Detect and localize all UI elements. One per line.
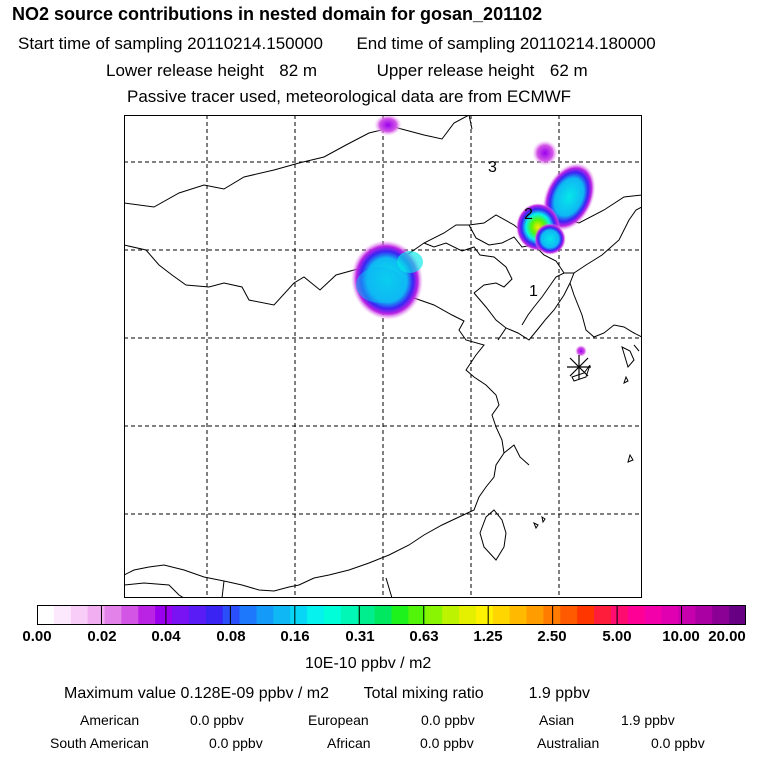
sampling-time-line: Start time of sampling 20110214.150000 E… bbox=[18, 34, 656, 54]
upper-height-label: Upper release height bbox=[376, 61, 535, 80]
color-tick: 5.00 bbox=[602, 628, 632, 645]
color-cell bbox=[172, 605, 190, 625]
color-cell bbox=[678, 605, 696, 625]
concentration-plumes bbox=[350, 115, 596, 357]
color-cell bbox=[121, 605, 139, 625]
region-value: 0.0 ppbv bbox=[190, 712, 244, 728]
region-value: 0.0 ppbv bbox=[209, 735, 263, 751]
color-cell bbox=[374, 605, 393, 625]
lower-height-value: 82 m bbox=[279, 61, 318, 80]
color-scale-bar bbox=[37, 605, 746, 625]
color-cell bbox=[644, 605, 663, 625]
region-name: European bbox=[308, 712, 369, 728]
color-cell bbox=[155, 605, 173, 625]
color-cell bbox=[222, 605, 241, 625]
color-tick: 0.04 bbox=[151, 628, 181, 645]
color-cell bbox=[357, 605, 376, 625]
region-value: 0.0 ppbv bbox=[420, 735, 474, 751]
max-value: Maximum value 0.128E-09 ppbv / m2 bbox=[64, 685, 330, 702]
upper-height-value: 62 m bbox=[549, 61, 588, 80]
end-time-label: End time of sampling bbox=[356, 34, 516, 53]
color-cell bbox=[256, 605, 274, 625]
region-name: Asian bbox=[539, 712, 575, 728]
color-tick: 0.00 bbox=[22, 628, 52, 645]
color-cell bbox=[509, 605, 528, 625]
region-name: Australian bbox=[537, 735, 600, 751]
color-cell bbox=[391, 605, 409, 625]
units-label: 10E-10 ppbv / m2 bbox=[305, 655, 432, 672]
color-cell bbox=[70, 605, 89, 625]
color-tick: 0.16 bbox=[280, 628, 310, 645]
color-cell bbox=[560, 605, 578, 625]
color-tick: 0.08 bbox=[216, 628, 246, 645]
asterisk-icon bbox=[567, 355, 591, 379]
color-tick: 0.31 bbox=[345, 628, 375, 645]
map-label-1: 1 bbox=[529, 283, 538, 300]
total-mixing-value: 1.9 ppbv bbox=[528, 685, 590, 702]
end-time-value: 20110214.180000 bbox=[519, 34, 656, 53]
color-scale-border bbox=[37, 605, 746, 625]
total-mixing-label: Total mixing ratio bbox=[363, 685, 484, 702]
color-cell bbox=[695, 605, 713, 625]
color-cell bbox=[661, 605, 680, 625]
color-cell bbox=[425, 605, 443, 625]
release-height-line: Lower release height 82 m Upper release … bbox=[106, 61, 588, 81]
color-cell bbox=[340, 605, 359, 625]
color-cell bbox=[627, 605, 646, 625]
color-cell bbox=[138, 605, 156, 625]
map-label-3: 3 bbox=[488, 159, 497, 176]
map-frame bbox=[124, 115, 642, 598]
color-tick: 10.00 bbox=[662, 628, 700, 645]
color-cell bbox=[442, 605, 460, 625]
color-cell bbox=[323, 605, 342, 625]
color-cell bbox=[475, 605, 494, 625]
map-title: NO2 source contributions in nested domai… bbox=[12, 4, 543, 24]
map-panel: 1 2 3 bbox=[124, 115, 642, 598]
start-time-label: Start time of sampling bbox=[18, 34, 183, 53]
color-cell bbox=[577, 605, 595, 625]
region-name: African bbox=[327, 735, 371, 751]
color-cell bbox=[205, 605, 224, 625]
region-name: American bbox=[80, 712, 140, 728]
color-tick: 1.25 bbox=[473, 628, 503, 645]
region-name: South American bbox=[50, 735, 149, 751]
region-value: 0.0 ppbv bbox=[651, 735, 705, 751]
color-cell bbox=[273, 605, 291, 625]
color-tick: 0.02 bbox=[87, 628, 117, 645]
color-cell bbox=[526, 605, 545, 625]
color-cell bbox=[307, 605, 325, 625]
color-tick: 0.63 bbox=[409, 628, 439, 645]
color-cell bbox=[290, 605, 308, 625]
tracer-note: Passive tracer used, meteorological data… bbox=[127, 87, 572, 106]
color-cell bbox=[53, 605, 72, 625]
color-scale-cells bbox=[37, 605, 746, 625]
color-cell bbox=[104, 605, 122, 625]
color-cell bbox=[492, 605, 511, 625]
color-tick: 2.50 bbox=[537, 628, 567, 645]
region-value: 1.9 ppbv bbox=[621, 712, 675, 728]
color-cell bbox=[239, 605, 258, 625]
color-cell bbox=[37, 605, 55, 625]
map-label-2: 2 bbox=[524, 206, 533, 223]
color-cell bbox=[188, 605, 207, 625]
start-time-value: 20110214.150000 bbox=[187, 34, 323, 53]
lower-height-label: Lower release height bbox=[106, 61, 264, 80]
color-cell bbox=[594, 605, 612, 625]
region-value: 0.0 ppbv bbox=[421, 712, 475, 728]
color-cell bbox=[729, 605, 746, 625]
color-cell bbox=[87, 605, 106, 625]
color-cell bbox=[459, 605, 477, 625]
color-tick: 20.00 bbox=[708, 628, 746, 645]
map-canvas bbox=[124, 115, 642, 598]
color-cell bbox=[408, 605, 426, 625]
summary-line: Maximum value 0.128E-09 ppbv / m2 Total … bbox=[64, 685, 590, 703]
color-cell bbox=[610, 605, 629, 625]
color-cell bbox=[712, 605, 730, 625]
